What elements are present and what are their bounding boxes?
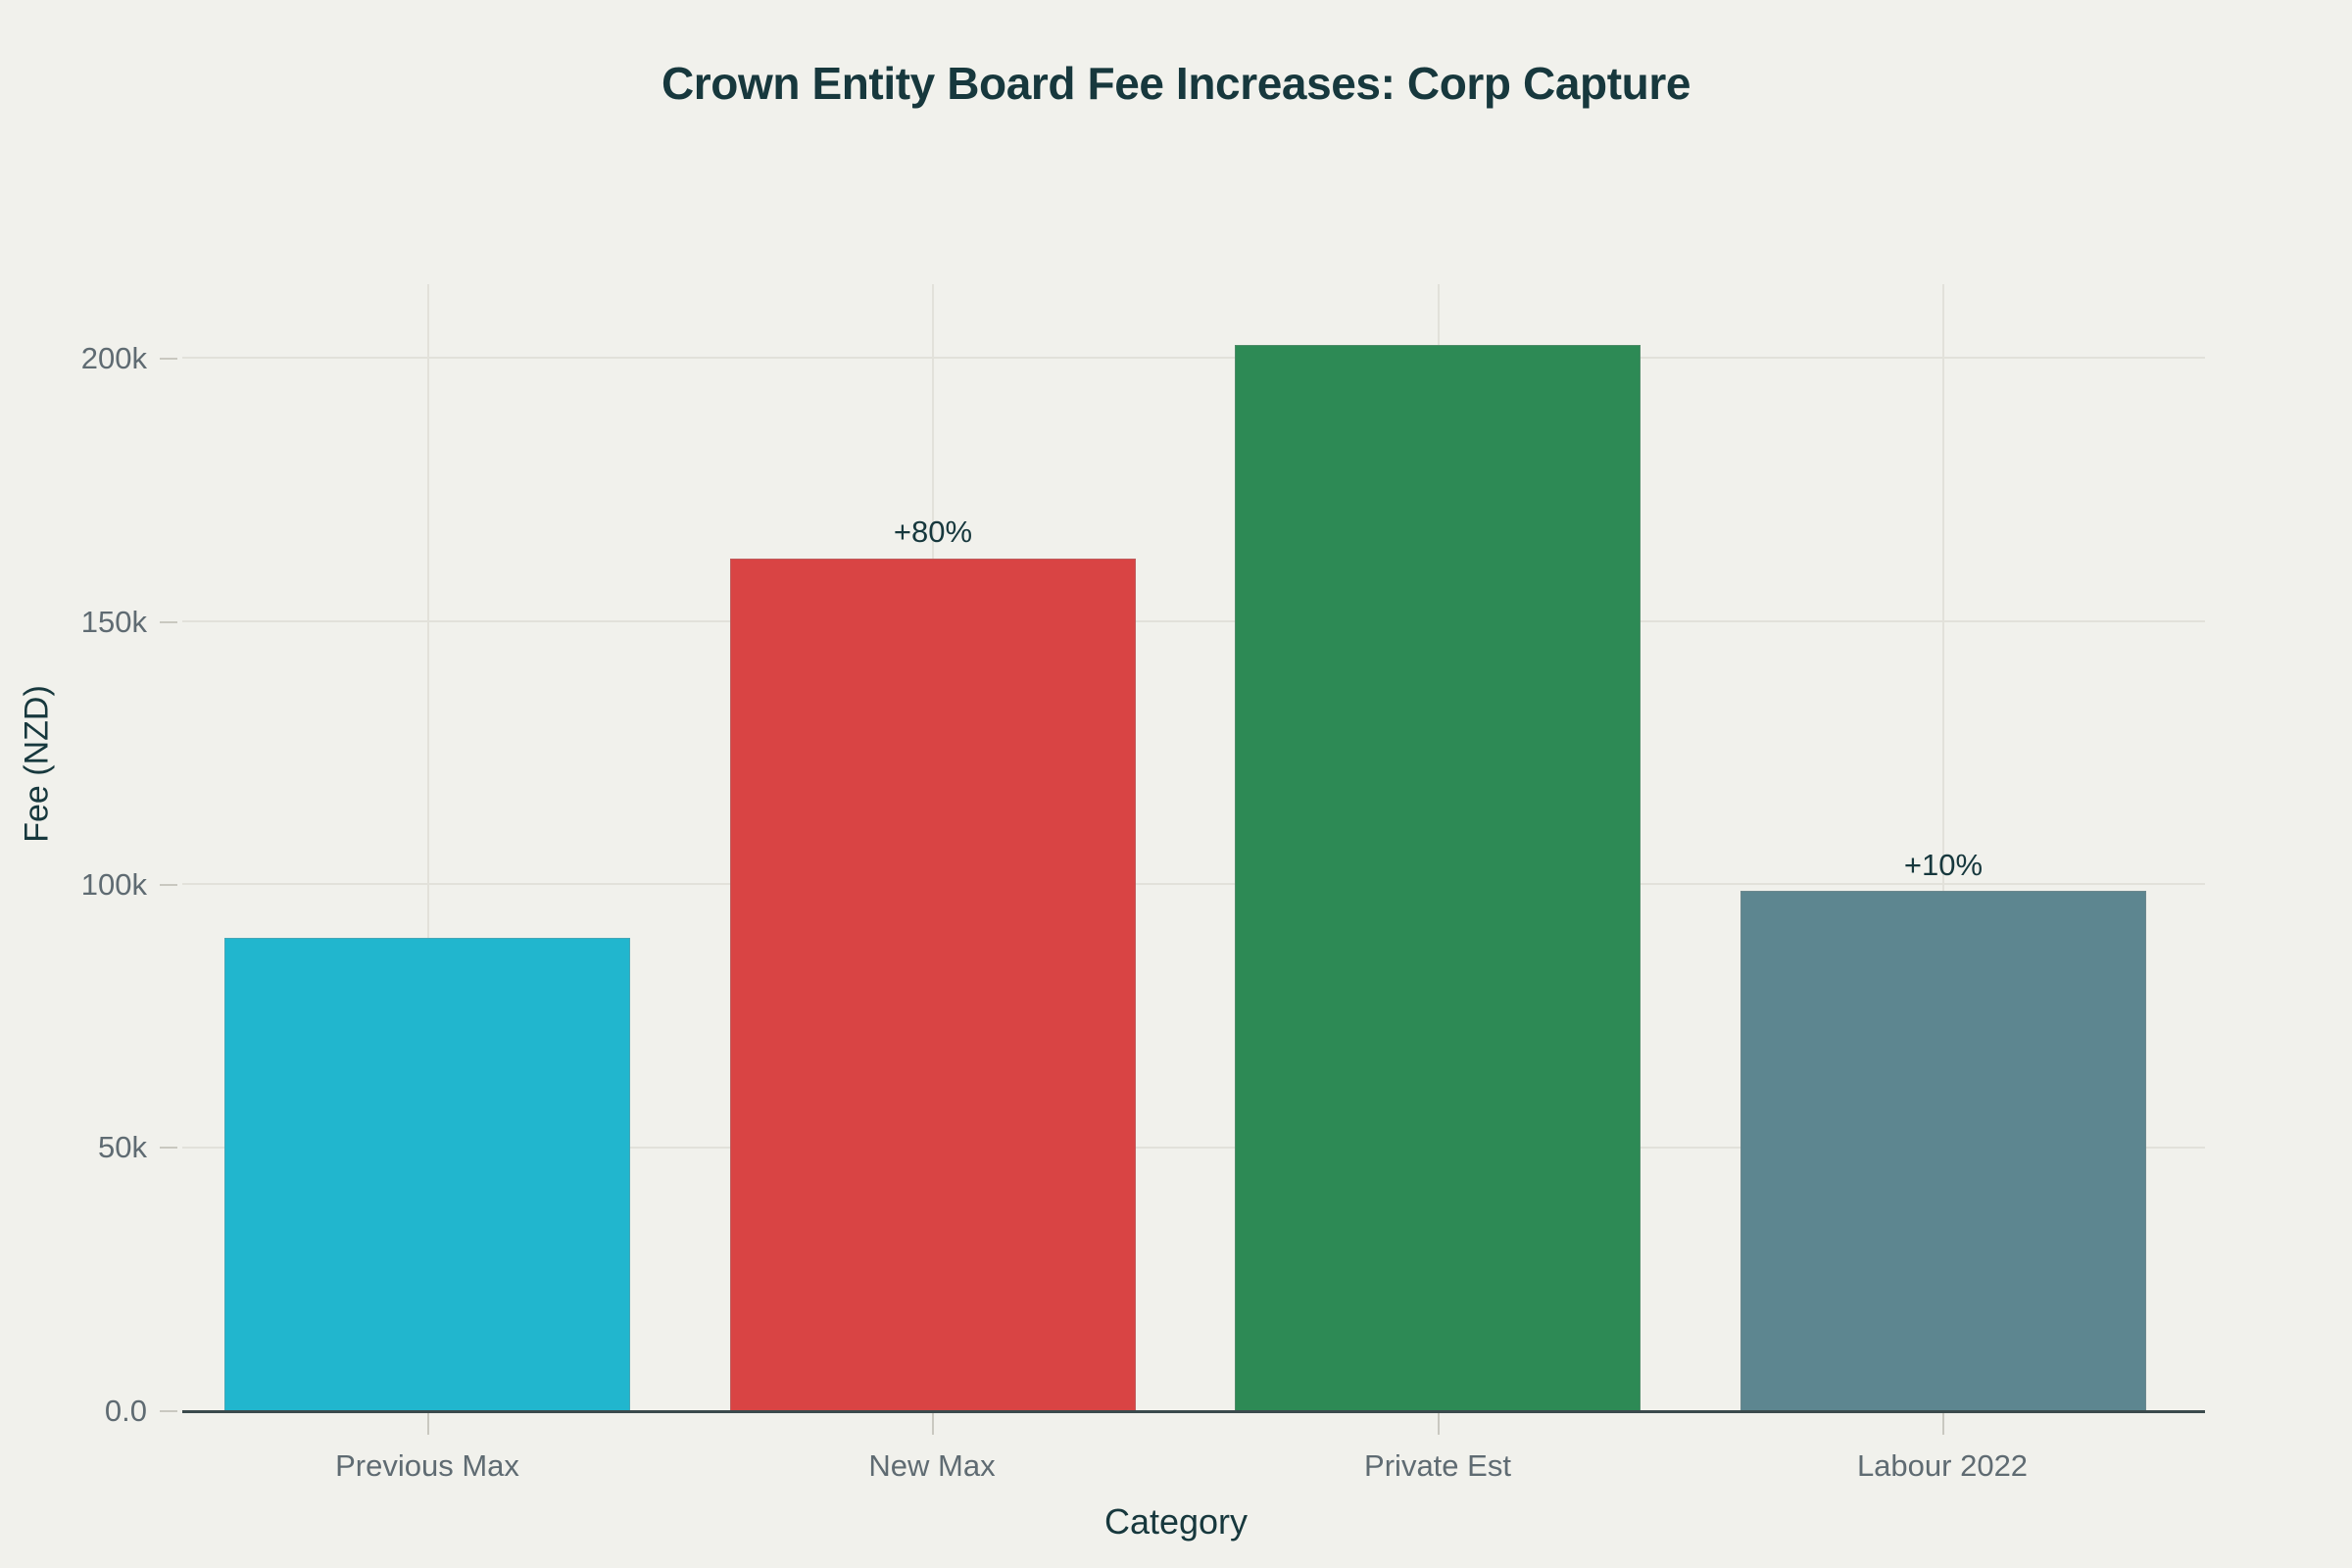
chart-title: Crown Entity Board Fee Increases: Corp C… <box>661 58 1691 109</box>
ytick-label-50k: 50k <box>98 1130 147 1164</box>
xtick-label-new-max: New Max <box>868 1448 996 1483</box>
x-axis-title: Category <box>1103 1501 1249 1542</box>
annotation-new-max: +80% <box>893 514 973 549</box>
gridline-100k <box>182 883 2205 885</box>
ytick-mark-150k <box>160 621 177 623</box>
bar-previous-max[interactable] <box>224 938 630 1411</box>
xtick-label-previous-max: Previous Max <box>335 1448 519 1483</box>
xtick-mark-previous-max <box>427 1413 429 1435</box>
ytick-label-150k: 150k <box>80 605 147 639</box>
xtick-label-labour-2022: Labour 2022 <box>1856 1448 2029 1483</box>
gridline-previous-max <box>427 284 429 1411</box>
x-axis-line <box>182 1410 2205 1413</box>
gridline-labour-2022 <box>1942 284 1944 1411</box>
ytick-mark-200k <box>160 358 177 360</box>
xtick-label-private-est: Private Est <box>1364 1448 1511 1483</box>
xtick-mark-private-est <box>1438 1413 1440 1435</box>
y-axis-ticks: 0.0 50k 100k 150k 200k <box>0 0 147 1568</box>
gridline-50k <box>182 1147 2205 1149</box>
ytick-label-0: 0.0 <box>104 1394 147 1428</box>
bar-labour-2022[interactable] <box>1740 891 2146 1411</box>
ytick-mark-0 <box>160 1410 177 1412</box>
bar-private-est[interactable] <box>1235 345 1641 1411</box>
annotation-labour-2022: +10% <box>1903 848 1984 882</box>
ytick-mark-100k <box>160 884 177 886</box>
plot-area <box>182 284 2205 1411</box>
gridline-150k <box>182 620 2205 622</box>
xtick-mark-labour-2022 <box>1942 1413 1944 1435</box>
y-axis-title: Fee (NZD) <box>18 685 56 843</box>
ytick-label-200k: 200k <box>80 341 147 375</box>
ytick-mark-50k <box>160 1147 177 1149</box>
bar-new-max[interactable] <box>730 559 1136 1411</box>
ytick-label-100k: 100k <box>80 867 147 902</box>
gridline-200k <box>182 357 2205 359</box>
xtick-mark-new-max <box>932 1413 934 1435</box>
